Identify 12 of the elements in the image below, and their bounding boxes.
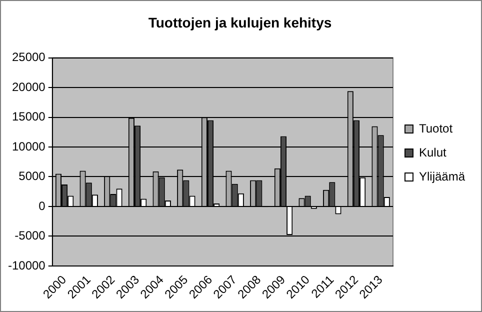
y-tick-label: -5000 xyxy=(14,228,46,243)
legend-label: Kulut xyxy=(418,145,447,160)
y-tick-label: 15000 xyxy=(12,110,46,124)
y-tick-label: 0 xyxy=(38,198,46,213)
legend-label: Ylijäämä xyxy=(418,169,466,184)
y-tick-label: 5000 xyxy=(18,169,46,184)
legend-label: Tuotot xyxy=(418,121,454,136)
y-tick-label: 10000 xyxy=(12,139,46,154)
y-tick-label: -10000 xyxy=(8,258,46,272)
chart-title: Tuottojen ja kulujen kehitys xyxy=(148,14,332,30)
y-tick-label: 25000 xyxy=(12,50,46,64)
y-tick-label: 20000 xyxy=(12,80,46,94)
